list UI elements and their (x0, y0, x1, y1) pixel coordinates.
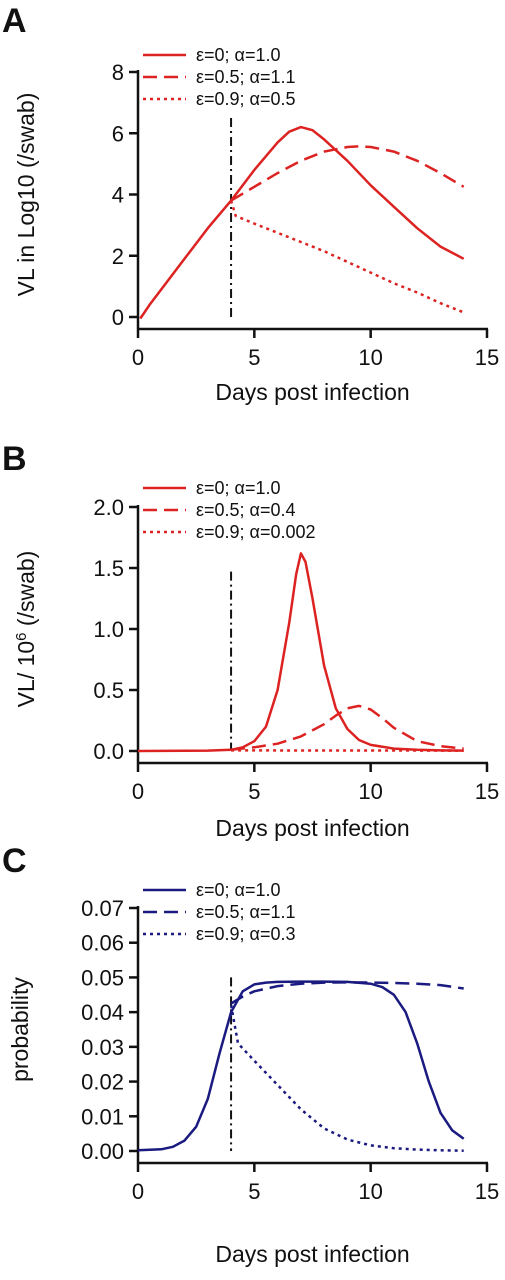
x-tick-label: 15 (475, 1179, 499, 1204)
legend-label: ε=0.5; α=0.4 (196, 500, 296, 520)
y-tick-label: 0.07 (81, 896, 124, 921)
y-tick-label: 1.0 (93, 617, 124, 642)
y-tick-label: 2 (112, 244, 124, 269)
series-line-dashed (230, 981, 464, 1005)
y-axis-title-superscript: 6 (13, 632, 30, 640)
series-line-dotted (229, 1004, 464, 1152)
y-tick-label: 0.01 (81, 1104, 124, 1129)
y-axis-title-suffix: (/swab) (13, 551, 39, 633)
x-tick-label: 5 (248, 779, 260, 804)
legend-label: ε=0.9; α=0.002 (196, 522, 316, 542)
x-tick-label: 5 (248, 345, 260, 370)
panel-letter: A (2, 2, 27, 40)
y-tick-label: 1.5 (93, 556, 124, 581)
x-tick-label: 10 (358, 1179, 382, 1204)
panel-letter: B (2, 440, 27, 478)
legend-label: ε=0; α=1.0 (196, 478, 281, 498)
y-tick-label: 0.0 (93, 739, 124, 764)
x-tick-label: 0 (132, 1179, 144, 1204)
y-tick-label: 0.00 (81, 1139, 124, 1164)
y-axis-title: probability (7, 977, 33, 1082)
x-tick-label: 15 (475, 779, 499, 804)
legend-label: ε=0.9; α=0.3 (196, 924, 296, 944)
y-tick-label: 0.05 (81, 965, 124, 990)
y-tick-label: 0.03 (81, 1035, 124, 1060)
y-tick-label: 0.06 (81, 931, 124, 956)
chart-panel-a: A 0 2 4 6 8 0 5 10 15 Days post infection VL in Log… (2, 2, 499, 405)
series-line-dotted (229, 200, 465, 314)
x-tick-label: 15 (475, 345, 499, 370)
series-line-solid (137, 980, 465, 1152)
x-tick-label: 0 (132, 345, 144, 370)
series-line-dashed (230, 145, 465, 202)
chart-panel-c: C 0.00 0.01 0.02 0.03 0.04 0.05 0.06 0.07 0 5 10 15 D… (2, 842, 499, 1267)
legend-label: ε=0; α=1.0 (196, 880, 281, 900)
y-tick-label: 4 (112, 183, 124, 208)
y-tick-label: 2.0 (93, 495, 124, 520)
legend-label: ε=0.5; α=1.1 (196, 902, 296, 922)
y-tick-label: 0 (112, 305, 124, 330)
x-tick-label: 10 (358, 779, 382, 804)
x-axis-title: Days post infection (215, 379, 409, 405)
x-axis-title: Days post infection (215, 1241, 409, 1267)
chart-panel-b: B 0.0 0.5 1.0 1.5 2.0 0 5 10 15 Days post infectio… (2, 440, 499, 841)
y-tick-label: 0.02 (81, 1070, 124, 1095)
x-tick-label: 0 (132, 779, 144, 804)
legend-label: ε=0.5; α=1.1 (196, 67, 296, 87)
y-tick-label: 0.04 (81, 1000, 124, 1025)
x-tick-label: 10 (358, 345, 382, 370)
y-tick-label: 8 (112, 60, 124, 85)
x-axis-title: Days post infection (215, 815, 409, 841)
y-tick-label: 6 (112, 121, 124, 146)
legend-label: ε=0; α=1.0 (196, 45, 281, 65)
series-line-solid (137, 552, 464, 753)
legend-label: ε=0.9; α=0.5 (196, 89, 296, 109)
y-tick-label: 0.5 (93, 678, 124, 703)
series-line-solid (139, 125, 465, 320)
y-axis-title: VL in Log10 (/swab) (13, 93, 39, 297)
y-axis-title: VL/ 106 (/swab) (13, 551, 40, 708)
x-tick-label: 5 (248, 1179, 260, 1204)
series-line-dashed (230, 704, 464, 752)
panel-letter: C (2, 842, 27, 880)
